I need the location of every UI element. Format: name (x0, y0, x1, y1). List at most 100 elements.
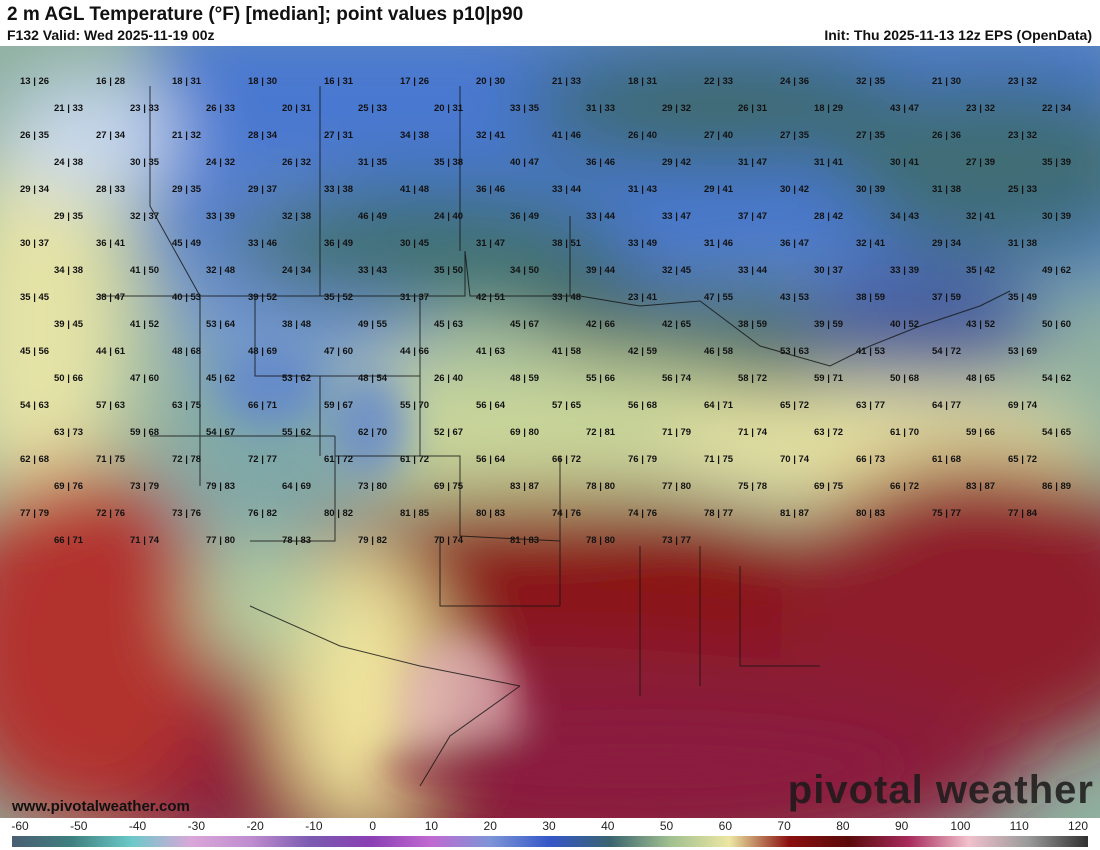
point-value-label: 41 | 52 (130, 319, 160, 330)
color-scale-tick: 100 (950, 819, 971, 833)
point-value-label: 23 | 32 (966, 103, 996, 114)
point-value-label: 72 | 78 (172, 454, 202, 465)
point-value-label: 24 | 36 (780, 76, 810, 87)
point-value-label: 23 | 41 (628, 292, 658, 303)
point-value-label: 61 | 72 (324, 454, 354, 465)
point-value-label: 53 | 69 (1008, 346, 1038, 357)
color-scale-tick: -20 (246, 819, 264, 833)
point-value-label: 79 | 83 (206, 481, 236, 492)
point-value-label: 70 | 74 (780, 454, 810, 465)
point-value-label: 66 | 71 (54, 535, 84, 546)
point-value-label: 30 | 39 (856, 184, 886, 195)
point-value-label: 62 | 70 (358, 427, 388, 438)
point-value-label: 83 | 87 (510, 481, 540, 492)
point-value-label: 83 | 87 (966, 481, 996, 492)
point-value-label: 18 | 31 (172, 76, 202, 87)
point-value-label: 61 | 70 (890, 427, 920, 438)
point-value-label: 63 | 77 (856, 400, 886, 411)
point-value-label: 29 | 34 (20, 184, 50, 195)
point-value-label: 33 | 38 (324, 184, 354, 195)
point-value-label: 39 | 52 (248, 292, 278, 303)
point-value-label: 35 | 39 (1042, 157, 1072, 168)
point-value-label: 32 | 35 (856, 76, 886, 87)
point-value-label: 41 | 53 (856, 346, 886, 357)
map-title: 2 m AGL Temperature (°F) [median]; point… (7, 4, 524, 25)
point-value-label: 75 | 78 (738, 481, 768, 492)
point-value-label: 31 | 43 (628, 184, 658, 195)
point-value-label: 81 | 85 (400, 508, 430, 519)
point-value-label: 40 | 52 (890, 319, 920, 330)
point-value-label: 80 | 83 (856, 508, 886, 519)
point-value-label: 49 | 62 (1042, 265, 1072, 276)
point-value-label: 74 | 76 (552, 508, 582, 519)
point-value-label: 64 | 77 (932, 400, 962, 411)
point-value-label: 42 | 65 (662, 319, 692, 330)
point-value-label: 69 | 76 (54, 481, 84, 492)
point-value-label: 56 | 64 (476, 400, 506, 411)
color-scale-tick: 0 (369, 819, 376, 833)
point-value-label: 76 | 79 (628, 454, 658, 465)
point-value-label: 27 | 35 (856, 130, 886, 141)
point-value-label: 56 | 74 (662, 373, 692, 384)
point-value-label: 25 | 33 (358, 103, 388, 114)
point-value-label: 38 | 59 (856, 292, 886, 303)
color-scale-tick: -30 (187, 819, 205, 833)
point-value-label: 30 | 42 (780, 184, 810, 195)
color-scale-tick: 70 (777, 819, 791, 833)
point-value-label: 29 | 37 (248, 184, 278, 195)
point-value-label: 41 | 46 (552, 130, 582, 141)
point-value-label: 31 | 35 (358, 157, 388, 168)
point-value-label: 69 | 75 (814, 481, 844, 492)
point-value-label: 72 | 77 (248, 454, 278, 465)
point-value-label: 53 | 63 (780, 346, 810, 357)
point-value-label: 24 | 40 (434, 211, 464, 222)
point-value-label: 40 | 47 (510, 157, 540, 168)
point-value-label: 81 | 87 (780, 508, 810, 519)
point-value-label: 69 | 80 (510, 427, 540, 438)
point-value-label: 31 | 47 (738, 157, 768, 168)
color-scale-tick: 120 (1067, 819, 1089, 833)
point-value-label: 75 | 77 (932, 508, 962, 519)
point-value-label: 36 | 41 (96, 238, 126, 249)
point-value-label: 64 | 69 (282, 481, 312, 492)
color-scale-tick: 60 (718, 819, 733, 833)
point-value-label: 26 | 32 (282, 157, 312, 168)
point-value-label: 36 | 46 (476, 184, 506, 195)
point-value-label: 45 | 56 (20, 346, 50, 357)
point-value-label: 29 | 35 (172, 184, 202, 195)
point-value-label: 33 | 39 (206, 211, 236, 222)
point-value-label: 48 | 69 (248, 346, 278, 357)
point-value-label: 33 | 44 (586, 211, 616, 222)
point-value-label: 20 | 31 (434, 103, 464, 114)
point-value-label: 38 | 48 (282, 319, 312, 330)
color-scale-tick: 80 (836, 819, 850, 833)
point-value-label: 21 | 30 (932, 76, 962, 87)
point-value-label: 16 | 28 (96, 76, 126, 87)
point-value-label: 40 | 53 (172, 292, 202, 303)
color-scale-tick: -10 (305, 819, 323, 833)
point-value-label: 57 | 63 (96, 400, 126, 411)
point-value-label: 46 | 49 (358, 211, 388, 222)
point-value-label: 42 | 59 (628, 346, 658, 357)
point-value-label: 33 | 43 (358, 265, 388, 276)
point-value-label: 72 | 76 (96, 508, 126, 519)
point-value-label: 39 | 59 (814, 319, 844, 330)
point-value-label: 65 | 72 (1008, 454, 1038, 465)
point-value-label: 32 | 38 (282, 211, 312, 222)
point-value-label: 46 | 58 (704, 346, 734, 357)
init-time: Init: Thu 2025-11-13 12z EPS (OpenData) (824, 27, 1092, 43)
point-value-label: 73 | 80 (358, 481, 388, 492)
point-value-label: 34 | 43 (890, 211, 920, 222)
point-value-label: 77 | 80 (662, 481, 692, 492)
point-value-label: 80 | 83 (476, 508, 506, 519)
point-value-label: 43 | 53 (780, 292, 810, 303)
point-value-label: 59 | 66 (966, 427, 996, 438)
point-value-label: 29 | 32 (662, 103, 692, 114)
point-value-label: 48 | 65 (966, 373, 996, 384)
point-value-label: 55 | 66 (586, 373, 616, 384)
point-value-label: 13 | 26 (20, 76, 50, 87)
point-value-label: 24 | 38 (54, 157, 84, 168)
point-value-label: 21 | 33 (552, 76, 582, 87)
point-value-label: 78 | 77 (704, 508, 734, 519)
point-value-label: 26 | 33 (206, 103, 236, 114)
